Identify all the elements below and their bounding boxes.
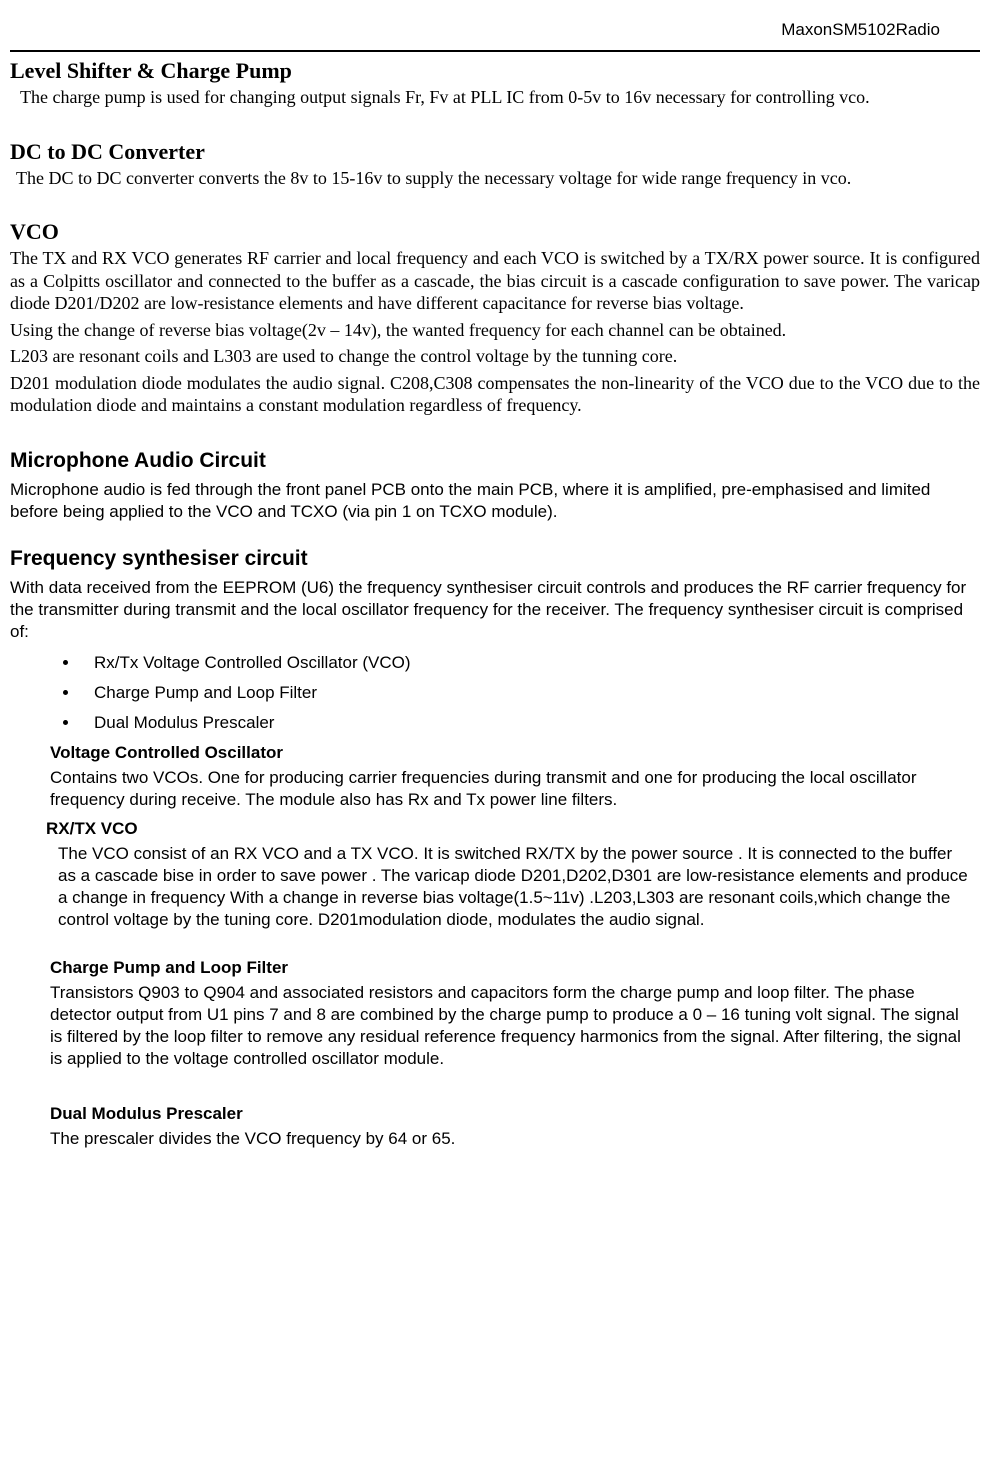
para-vco-3: L203 are resonant coils and L303 are use… — [10, 345, 980, 368]
para-level-shifter: The charge pump is used for changing out… — [10, 86, 980, 109]
para-vco-2: Using the change of reverse bias voltage… — [10, 319, 980, 342]
subheading-rxtx-vco: RX/TX VCO — [46, 819, 980, 839]
heading-mic-audio: Microphone Audio Circuit — [10, 449, 980, 473]
heading-freq-synth: Frequency synthesiser circuit — [10, 547, 980, 571]
subheading-charge-pump: Charge Pump and Loop Filter — [50, 958, 980, 978]
list-item: Rx/Tx Voltage Controlled Oscillator (VCO… — [80, 653, 980, 673]
subheading-vco: Voltage Controlled Oscillator — [50, 743, 980, 763]
subheading-prescaler: Dual Modulus Prescaler — [50, 1104, 980, 1124]
para-freq-synth-intro: With data received from the EEPROM (U6) … — [10, 577, 980, 643]
heading-vco: VCO — [10, 219, 980, 245]
sub-para-charge-pump: Transistors Q903 to Q904 and associated … — [50, 982, 972, 1070]
header-rule — [10, 50, 980, 52]
para-vco-1: The TX and RX VCO generates RF carrier a… — [10, 247, 980, 315]
sub-para-vco: Contains two VCOs. One for producing car… — [50, 767, 972, 811]
heading-level-shifter: Level Shifter & Charge Pump — [10, 58, 980, 84]
para-mic-audio: Microphone audio is fed through the fron… — [10, 479, 980, 523]
heading-dc-converter: DC to DC Converter — [10, 139, 980, 165]
list-item: Dual Modulus Prescaler — [80, 713, 980, 733]
freq-synth-list: Rx/Tx Voltage Controlled Oscillator (VCO… — [10, 653, 980, 733]
para-dc-converter: The DC to DC converter converts the 8v t… — [10, 167, 980, 190]
sub-para-prescaler: The prescaler divides the VCO frequency … — [50, 1128, 972, 1150]
list-item: Charge Pump and Loop Filter — [80, 683, 980, 703]
header-product: MaxonSM5102Radio — [10, 20, 980, 40]
para-vco-4: D201 modulation diode modulates the audi… — [10, 372, 980, 417]
sub-para-rxtx-vco: The VCO consist of an RX VCO and a TX VC… — [58, 843, 972, 931]
